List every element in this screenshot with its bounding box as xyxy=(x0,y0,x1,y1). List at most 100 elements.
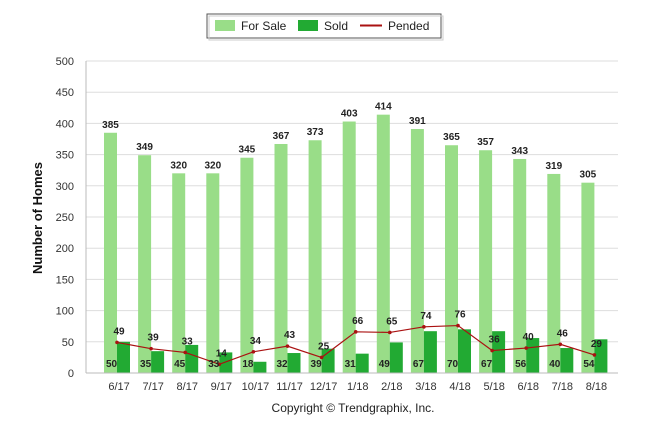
for-sale-data-label: 305 xyxy=(580,170,597,181)
x-tick-label: 1/18 xyxy=(347,381,368,393)
axes: 0 50 100 150 200 250 300 350 400 450 500 6/17 7/17 8/… xyxy=(56,56,618,393)
pended-point xyxy=(149,346,153,351)
for-sale-data-label: 403 xyxy=(341,109,358,120)
for-sale-bar xyxy=(547,173,561,373)
sold-bars xyxy=(117,329,608,373)
x-tick-label: 9/17 xyxy=(211,381,232,393)
pended-data-label: 34 xyxy=(250,336,262,347)
for-sale-bar xyxy=(479,150,493,373)
for-sale-bar xyxy=(308,140,322,373)
sold-bar xyxy=(458,329,471,373)
for-sale-data-label: 343 xyxy=(511,146,528,157)
for-sale-data-label: 367 xyxy=(273,131,290,142)
legend-box xyxy=(206,13,442,39)
pended-data-label: 74 xyxy=(420,311,432,322)
y-tick-label: 0 xyxy=(68,368,74,380)
for-sale-bar xyxy=(240,157,254,373)
pended-point xyxy=(183,350,187,355)
sold-bar xyxy=(492,331,506,373)
x-tick-label: 11/17 xyxy=(276,381,303,393)
sold-bar xyxy=(423,331,437,373)
sold-data-label: 56 xyxy=(515,359,527,370)
pended-data-label: 33 xyxy=(182,336,194,347)
x-tick-label: 5/18 xyxy=(483,381,504,393)
pended-point xyxy=(217,362,222,367)
sold-bar xyxy=(151,351,165,373)
pended-data-label: 25 xyxy=(318,341,330,352)
y-tick-label: 350 xyxy=(56,150,74,162)
sold-data-label: 45 xyxy=(174,359,186,370)
for-sale-bar xyxy=(410,129,424,373)
pended-data-label: 40 xyxy=(523,332,535,343)
sold-data-label: 39 xyxy=(311,359,323,370)
sold-bar xyxy=(117,341,130,373)
for-sale-bar xyxy=(274,143,288,373)
for-sale-data-label: 385 xyxy=(102,120,119,131)
y-tick-label: 200 xyxy=(56,243,74,255)
x-tick-label: 8/17 xyxy=(177,381,198,393)
sold-data-label: 49 xyxy=(379,359,391,370)
pended-point xyxy=(558,342,563,347)
pended-point xyxy=(592,353,597,357)
pended-point xyxy=(115,340,119,345)
pended-point xyxy=(490,348,494,353)
pended-point xyxy=(456,323,460,328)
pended-data-label: 36 xyxy=(489,335,501,346)
for-sale-bar xyxy=(513,158,527,373)
x-tick-label: 4/18 xyxy=(449,381,470,393)
sold-bar xyxy=(594,339,608,373)
sold-bar xyxy=(526,338,540,373)
pended-point xyxy=(422,325,426,329)
y-axis-title: Number of Homes xyxy=(30,162,45,274)
x-tick-label: 8/18 xyxy=(586,381,607,393)
legend-label-for-sale: For Sale xyxy=(241,19,287,33)
sold-bar xyxy=(219,352,233,373)
for-sale-data-label: 414 xyxy=(375,102,392,113)
pended-data-label: 14 xyxy=(216,348,228,359)
x-tick-label: 10/17 xyxy=(242,381,270,393)
for-sale-data-label: 365 xyxy=(443,132,460,143)
for-sale-bar xyxy=(445,145,458,373)
pended-data-label: 66 xyxy=(352,316,364,327)
sold-data-label: 50 xyxy=(106,359,118,370)
sold-bar xyxy=(253,361,267,373)
x-tick-label: 7/17 xyxy=(142,381,163,393)
pended-point xyxy=(524,346,528,350)
pended-data-label: 76 xyxy=(454,310,466,321)
sold-bar xyxy=(389,342,403,373)
for-sale-bar xyxy=(581,182,595,373)
legend-label-sold: Sold xyxy=(324,19,348,33)
x-tick-label: 7/18 xyxy=(552,381,573,393)
pended-data-label: 39 xyxy=(148,333,160,344)
for-sale-data-label: 391 xyxy=(409,116,426,127)
for-sale-bar xyxy=(376,114,390,373)
x-tick-label: 3/18 xyxy=(415,381,436,393)
x-tick-label: 6/17 xyxy=(108,381,129,393)
for-sale-bar xyxy=(138,155,152,373)
pended-point xyxy=(353,330,358,334)
pended-point xyxy=(285,344,290,348)
y-tick-label: 50 xyxy=(62,337,74,349)
x-tick-label: 2/18 xyxy=(381,381,402,393)
for-sale-data-label: 357 xyxy=(477,137,494,148)
y-tick-label: 300 xyxy=(56,181,74,193)
sold-data-label: 33 xyxy=(208,359,220,370)
legend-label-pended: Pended xyxy=(388,19,429,33)
for-sale-data-label: 320 xyxy=(204,160,221,171)
pended-point xyxy=(388,330,392,335)
copyright-text: Copyright © Trendgraphix, Inc. xyxy=(272,401,435,415)
x-tick-label: 12/17 xyxy=(310,381,338,393)
sold-data-label: 31 xyxy=(345,359,357,370)
legend-shadow xyxy=(208,15,444,41)
for-sale-data-label: 373 xyxy=(307,127,324,138)
y-tick-label: 150 xyxy=(56,274,74,286)
y-tick-label: 400 xyxy=(56,118,74,130)
sold-data-label: 54 xyxy=(583,359,595,370)
for-sale-data-label: 320 xyxy=(170,160,187,171)
for-sale-bar xyxy=(172,173,186,373)
sold-data-label: 35 xyxy=(140,359,152,370)
data-labels: 3855034935320453203334518367323733940331… xyxy=(102,102,602,370)
sold-bar xyxy=(287,353,301,373)
pended-data-label: 43 xyxy=(284,330,296,341)
